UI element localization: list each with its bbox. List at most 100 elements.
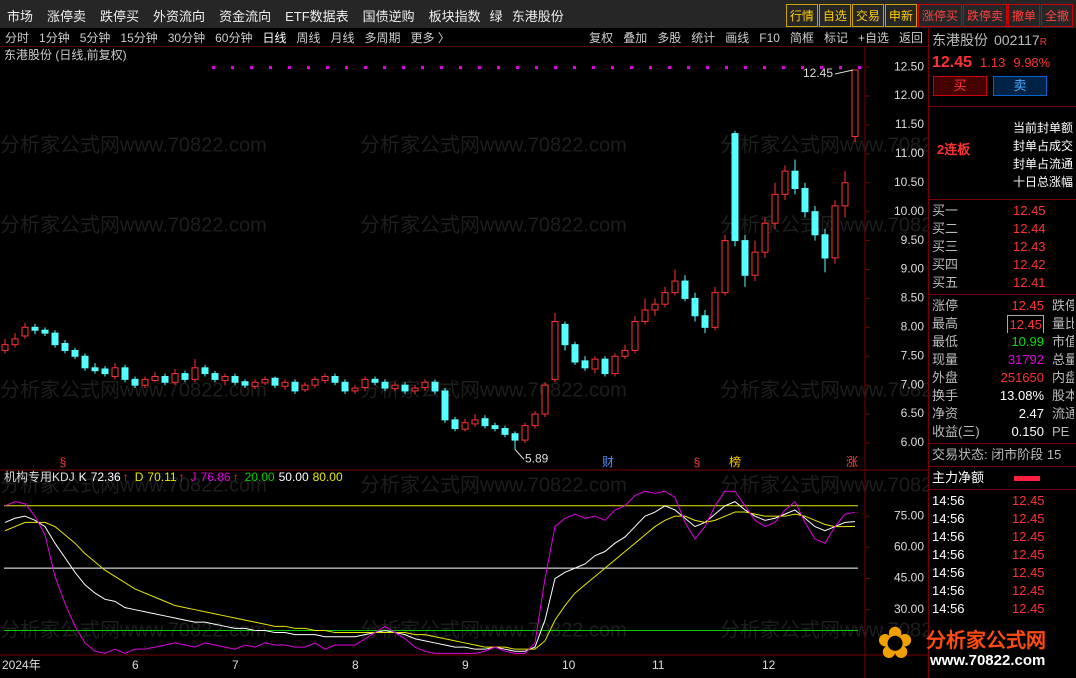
y-tick-label: 10.00 [894, 204, 924, 218]
period-tab[interactable]: 60分钟 [215, 31, 253, 45]
stat-row: 最低 10.99 市值 [932, 333, 1074, 351]
sell-button[interactable]: 卖 [993, 76, 1047, 96]
trade-row: 14:56 12.45 [932, 492, 1074, 510]
candle-body [771, 193, 779, 224]
menu-item[interactable]: 涨停卖 [47, 9, 87, 24]
candle-body [271, 377, 279, 386]
candle-body [441, 390, 449, 421]
net-label: 主力净额 [932, 470, 985, 485]
menu-item[interactable]: 资金流向 [219, 9, 272, 24]
section: 14:56 12.45 14:56 12.45 14:56 12.45 14:56 12.45… [929, 489, 1076, 620]
candle-body [671, 280, 679, 294]
signal-dot [649, 66, 652, 69]
trade-price: 12.45 [1012, 529, 1045, 544]
period-tab[interactable]: 多周期 [364, 31, 401, 45]
period-tab[interactable]: 月线 [330, 31, 355, 45]
trade-time: 14:56 [932, 583, 965, 598]
board-note: 当前封单额 [1013, 121, 1074, 135]
candle-body [481, 418, 489, 427]
candle-body [831, 205, 839, 259]
trade-row: 14:56 12.45 [932, 582, 1074, 600]
menu-item[interactable]: ETF数据表 [285, 9, 349, 24]
menu-item[interactable]: 板块指数 [428, 9, 481, 24]
event-marker: 涨 [846, 454, 858, 469]
stat-value: 12.45 [1011, 298, 1044, 313]
tool-button[interactable]: 画线 [725, 31, 750, 45]
tool-button[interactable]: 叠加 [623, 31, 648, 45]
board-info: 2连板 当前封单额 封单占成交 封单占流通 十日总涨幅 [929, 106, 1076, 199]
indicator-label: 50.00 [279, 470, 309, 484]
signal-dot [573, 66, 576, 69]
signal-dot [497, 66, 500, 69]
tool-button[interactable]: 统计 [691, 31, 716, 45]
candle-body [391, 384, 399, 390]
tool-button[interactable]: 简框 [789, 31, 814, 45]
candle-body [431, 381, 439, 392]
menu-item[interactable]: 跌停买 [100, 9, 140, 24]
y-tick-label: 11.50 [895, 117, 924, 131]
y-tick-label: 75.00 [894, 508, 924, 522]
menu-item[interactable]: 市场 [7, 9, 34, 24]
period-tab[interactable]: 15分钟 [120, 31, 158, 45]
watermark: 分析家公式网www.70822.com [0, 213, 267, 236]
stat-value: 31792 [1007, 352, 1044, 367]
tool-button[interactable]: 标记 [823, 31, 848, 45]
candle-body [261, 378, 269, 384]
candle-body [191, 367, 199, 380]
period-tab[interactable]: 周线 [296, 31, 321, 45]
section: 涨停 12.45 跌停最高 12.45 量比最低 10.99 市值现量 31792 总量外盘 25… [929, 294, 1076, 443]
menu-button[interactable]: 跌停卖 [962, 4, 1007, 27]
event-marker: 榜 [729, 454, 741, 469]
tool-button[interactable]: 多股 [657, 31, 682, 45]
low-label: 5.89 [525, 452, 549, 466]
signal-dot [782, 66, 785, 69]
signal-dot [725, 66, 728, 69]
candle-body [201, 367, 209, 375]
period-tab[interactable]: 日线 [262, 31, 287, 45]
watermark: 分析家公式网www.70822.com [360, 473, 627, 496]
menu-item[interactable]: 国债逆购 [362, 9, 415, 24]
tool-button[interactable]: F10 [759, 31, 780, 45]
menu-button[interactable]: 交易 [851, 4, 884, 27]
period-tab[interactable]: 1分钟 [39, 31, 70, 45]
candle-body [731, 133, 739, 242]
arrow-icon: ↑ [233, 470, 239, 484]
period-tab[interactable]: 30分钟 [167, 31, 206, 45]
menu-button[interactable]: 撤单 [1007, 4, 1040, 27]
candle-body [511, 433, 519, 441]
stat-row: 涨停 12.45 跌停 [932, 297, 1074, 315]
stat-label: 内盘 [1052, 370, 1074, 385]
tool-button[interactable]: +自选 [857, 31, 889, 45]
signal-dot [592, 66, 595, 69]
menu-button[interactable]: 自选 [818, 4, 851, 27]
y-tick-label: 7.00 [901, 377, 925, 391]
y-tick-label: 6.50 [901, 406, 925, 420]
menu-item[interactable]: 外资流向 [153, 9, 206, 24]
y-tick-label: 11.00 [895, 146, 924, 160]
candle-body [631, 321, 639, 351]
period-tab[interactable]: 分时 [5, 31, 30, 45]
candle-body [301, 384, 309, 391]
kdj-line [4, 490, 856, 654]
stat-label: 量比 [1052, 316, 1074, 331]
tool-button[interactable]: 复权 [589, 31, 614, 45]
menu-button[interactable]: 涨停买 [917, 4, 962, 27]
candle-body [161, 375, 169, 383]
candle-body [111, 367, 119, 377]
period-tab[interactable]: 更多 〉 [410, 31, 450, 45]
period-tab[interactable]: 5分钟 [79, 31, 111, 45]
trade-row: 14:56 12.45 [932, 510, 1074, 528]
buy-button[interactable]: 买 [933, 76, 987, 96]
board-count: 2连板 [937, 142, 971, 157]
candle-body [641, 309, 649, 323]
level: 买四 [932, 257, 959, 272]
menu-button[interactable]: 行情 [785, 4, 818, 27]
stat-label: 股本 [1052, 388, 1074, 403]
y-tick-label: 8.00 [901, 320, 925, 334]
menu-button[interactable]: 全撤 [1040, 4, 1073, 27]
menu-button[interactable]: 申新 [884, 4, 917, 27]
kdj-line [4, 511, 856, 650]
candle-body [781, 170, 789, 195]
tool-button[interactable]: 返回 [898, 31, 923, 45]
